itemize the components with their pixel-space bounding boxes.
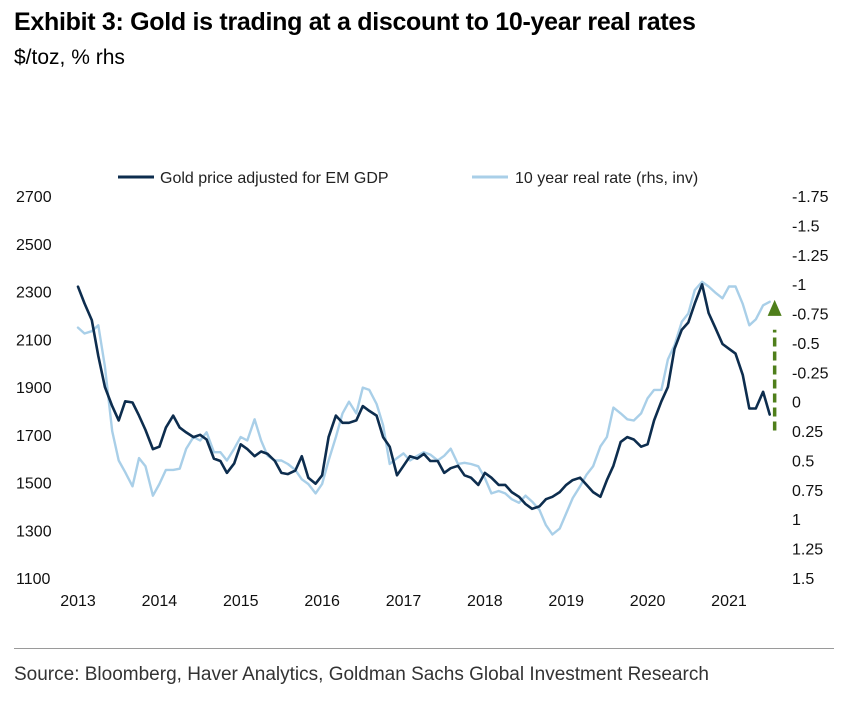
x-tick-label: 2017 <box>386 593 422 610</box>
x-axis: 2013 2014 2015 2016 2017 2018 2019 2020 2021 <box>60 593 747 610</box>
x-tick-label: 2021 <box>711 593 747 610</box>
y-left-tick-label: 1900 <box>16 380 52 397</box>
y-right-tick-label: -0.75 <box>792 307 829 324</box>
right-axis: -1.75 -1.5 -1.25 -1 -0.75 -0.5 -0.25 0 0.25 0.5 0.… <box>792 189 829 588</box>
gold-price-line <box>76 283 771 511</box>
x-tick-label: 2014 <box>142 593 178 610</box>
chart-annotation <box>767 299 782 431</box>
y-right-tick-label: 0.25 <box>792 424 823 441</box>
y-right-tick-label: 0.5 <box>792 453 814 470</box>
y-left-tick-label: 2100 <box>16 332 52 349</box>
y-right-tick-label: -0.25 <box>792 365 829 382</box>
source-note: Source: Bloomberg, Haver Analytics, Gold… <box>14 664 709 685</box>
x-tick-label: 2015 <box>223 593 259 610</box>
legend-real-rate-label: 10 year real rate (rhs, inv) <box>515 170 698 187</box>
y-right-tick-label: -1.75 <box>792 189 829 206</box>
plot-area <box>76 280 771 536</box>
y-right-tick-label: 0.75 <box>792 483 823 500</box>
y-left-tick-label: 2300 <box>16 285 52 302</box>
y-right-tick-label: 0 <box>792 395 801 412</box>
y-left-tick-label: 2500 <box>16 237 52 254</box>
x-tick-label: 2020 <box>630 593 666 610</box>
y-right-tick-label: 1 <box>792 512 801 529</box>
x-tick-label: 2013 <box>60 593 96 610</box>
x-tick-label: 2016 <box>304 593 340 610</box>
x-tick-label: 2019 <box>548 593 584 610</box>
arrow-up-icon <box>767 299 782 316</box>
y-right-tick-label: 1.25 <box>792 542 823 559</box>
y-left-tick-label: 2700 <box>16 189 52 206</box>
footer-divider <box>14 648 834 649</box>
y-right-tick-label: -1.25 <box>792 248 829 265</box>
real-rate-line <box>76 280 771 536</box>
legend-gold-label: Gold price adjusted for EM GDP <box>160 170 389 187</box>
chart: Gold price adjusted for EM GDP 10 year re… <box>16 170 829 610</box>
y-left-tick-label: 1500 <box>16 476 52 493</box>
y-right-tick-label: 1.5 <box>792 571 814 588</box>
y-left-tick-label: 1700 <box>16 428 52 445</box>
y-right-tick-label: -1.5 <box>792 218 820 235</box>
page-subtitle: $/toz, % rhs <box>14 46 125 69</box>
y-right-tick-label: -1 <box>792 277 806 294</box>
x-tick-label: 2018 <box>467 593 503 610</box>
left-axis: 2700 2500 2300 2100 1900 1700 1500 1300 1100 <box>16 189 52 588</box>
y-left-tick-label: 1100 <box>16 571 51 588</box>
chart-legend: Gold price adjusted for EM GDP 10 year re… <box>118 170 698 187</box>
y-right-tick-label: -0.5 <box>792 336 820 353</box>
page-title: Exhibit 3: Gold is trading at a discount… <box>14 8 696 36</box>
y-left-tick-label: 1300 <box>16 523 52 540</box>
